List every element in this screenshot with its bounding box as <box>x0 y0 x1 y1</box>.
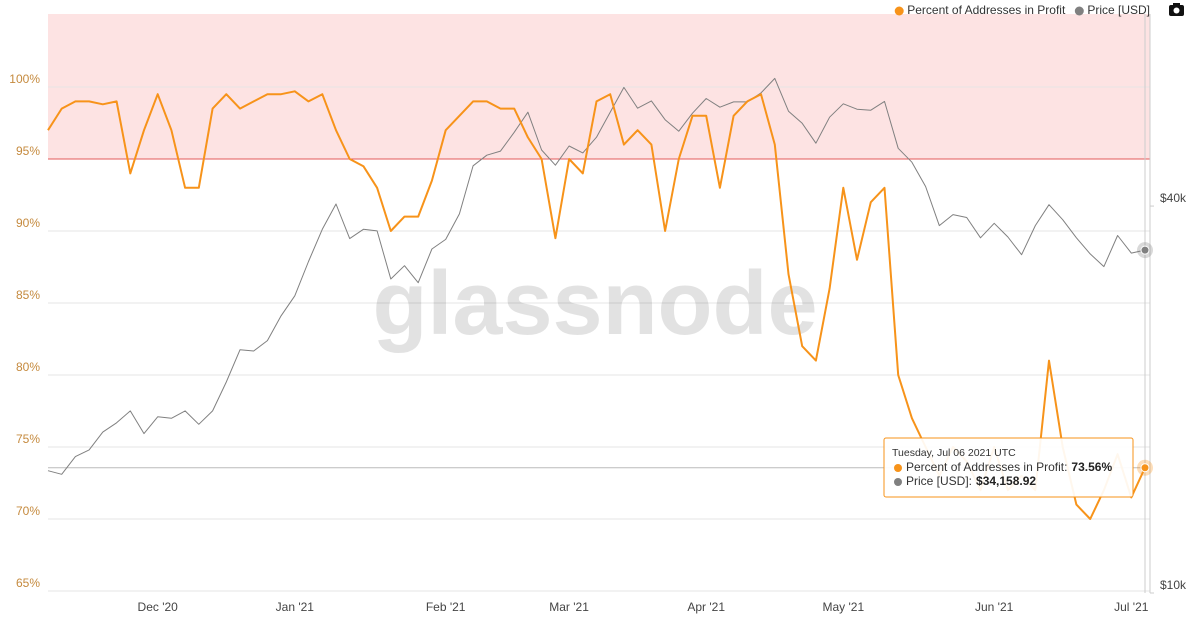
legend-item[interactable]: Price [USD] <box>1074 3 1150 17</box>
point <box>1140 245 1150 255</box>
x-tick-label: Jan '21 <box>276 600 315 614</box>
y-tick-label: 65% <box>16 576 40 590</box>
x-tick-label: Feb '21 <box>426 600 466 614</box>
tooltip-title: Tuesday, Jul 06 2021 UTC <box>892 447 1016 459</box>
legend: Price [USD] Percent of Addresses in Profi… <box>894 3 1150 17</box>
legend-marker <box>1074 6 1084 16</box>
tooltip-label: Percent of Addresses in Profit: <box>906 460 1067 474</box>
point <box>1140 463 1150 473</box>
tooltip-box <box>883 437 1134 498</box>
series-line <box>47 77 1146 475</box>
x-tick-label: Dec '20 <box>138 600 179 614</box>
y-tick-label: 100% <box>9 72 40 86</box>
watermark: glassnode <box>372 254 817 354</box>
tooltip-marker <box>894 478 902 486</box>
camera-icon[interactable] <box>1169 3 1184 16</box>
y2-tick-label: $10k <box>1160 578 1187 592</box>
y-tick-label: 85% <box>16 288 40 302</box>
x-tick-label: Jul '21 <box>1114 600 1149 614</box>
x-tick-label: Mar '21 <box>549 600 589 614</box>
tooltip-label: Price [USD]: <box>906 474 972 488</box>
highlight-band <box>48 14 1150 160</box>
x-tick-label: Jun '21 <box>975 600 1014 614</box>
legend-label: Percent of Addresses in Profit <box>907 3 1066 17</box>
x-tick-label: May '21 <box>822 600 864 614</box>
tooltip-marker <box>894 464 902 472</box>
legend-item[interactable]: Percent of Addresses in Profit <box>894 3 1066 17</box>
legend-marker <box>894 6 904 16</box>
x-tick-label: Apr '21 <box>687 600 725 614</box>
y2-tick-label: $40k <box>1160 191 1187 205</box>
legend-label: Price [USD] <box>1087 3 1150 17</box>
y-tick-label: 70% <box>16 504 40 518</box>
y-tick-label: 80% <box>16 360 40 374</box>
background <box>48 14 1151 593</box>
y-tick-label: 90% <box>16 216 40 230</box>
y-tick-label: 95% <box>16 144 40 158</box>
tooltip-value: $34,158.92 <box>976 474 1036 488</box>
y-tick-label: 75% <box>16 432 40 446</box>
tooltip-value: 73.56% <box>1071 460 1112 474</box>
